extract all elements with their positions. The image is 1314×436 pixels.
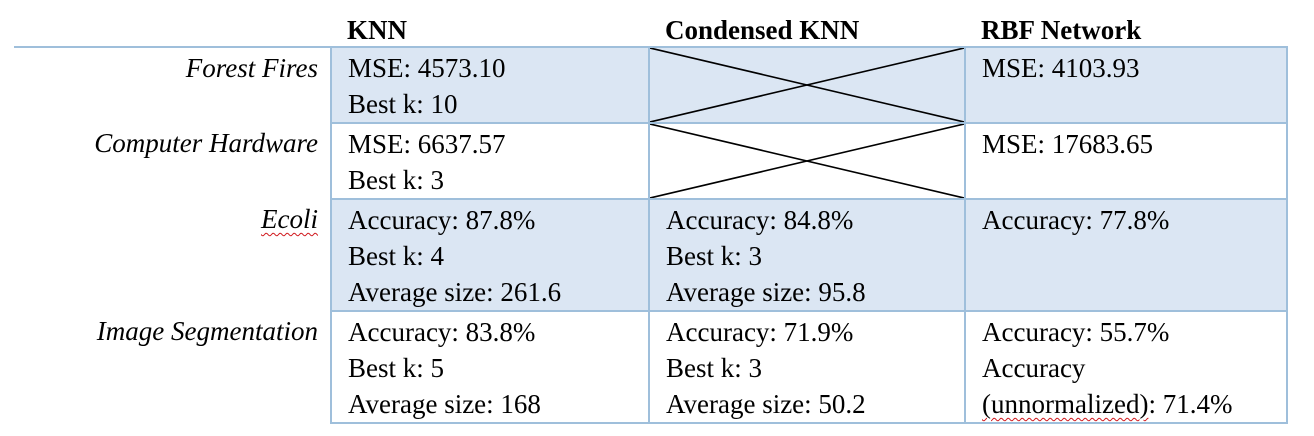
row-label-ecoli: Ecoli	[14, 199, 331, 311]
results-table: KNN Condensed KNN RBF Network Forest Fir…	[14, 12, 1288, 424]
column-header-knn: KNN	[331, 12, 649, 48]
table-row-image-segmentation: Image Segmentation Accuracy: 83.8% Best …	[14, 311, 1288, 424]
not-applicable-cross	[650, 48, 964, 122]
row-label-forest-fires: Forest Fires	[185, 53, 318, 83]
cell-line: Average size: 168	[348, 389, 541, 419]
cell-line: Accuracy: 84.8%	[666, 205, 854, 235]
cell-image-segmentation-knn: Accuracy: 83.8% Best k: 5 Average size: …	[330, 311, 649, 424]
cell-forest-fires-knn: MSE: 4573.10 Best k: 10	[330, 47, 649, 124]
cell-line: Best k: 5	[348, 353, 445, 383]
cell-line: Best k: 3	[666, 241, 763, 271]
cell-forest-fires-rbf: MSE: 4103.93	[964, 47, 1288, 124]
cell-line: Best k: 4	[348, 241, 445, 271]
not-applicable-cross	[650, 124, 964, 198]
cell-line: Accuracy: 87.8%	[348, 205, 536, 235]
table-row-forest-fires: Forest Fires MSE: 4573.10 Best k: 10 MSE…	[14, 47, 1288, 124]
column-header-condensed-knn: Condensed KNN	[649, 12, 965, 48]
cell-computer-hardware-knn: MSE: 6637.57 Best k: 3	[330, 123, 649, 200]
cell-line: (unnormalized): 71.4%	[982, 386, 1272, 422]
cell-image-segmentation-condensed-knn: Accuracy: 71.9% Best k: 3 Average size: …	[648, 311, 965, 424]
corner-header	[14, 12, 331, 48]
row-label-computer-hardware: Computer Hardware	[94, 128, 318, 158]
cell-line: MSE: 4573.10	[348, 53, 506, 83]
cell-line: Average size: 50.2	[666, 389, 866, 419]
column-header-rbf-network: RBF Network	[965, 12, 1287, 48]
results-table-container: KNN Condensed KNN RBF Network Forest Fir…	[14, 12, 1288, 424]
row-label-image-segmentation: Image Segmentation	[96, 316, 318, 346]
cell-line: Accuracy: 77.8%	[982, 205, 1170, 235]
cell-ecoli-rbf: Accuracy: 77.8%	[964, 199, 1288, 312]
cell-line-suffix: : 71.4%	[1148, 389, 1233, 419]
cell-ecoli-knn: Accuracy: 87.8% Best k: 4 Average size: …	[330, 199, 649, 312]
cell-computer-hardware-rbf: MSE: 17683.65	[964, 123, 1288, 200]
table-row-computer-hardware: Computer Hardware MSE: 6637.57 Best k: 3…	[14, 123, 1288, 200]
cell-line: Accuracy: 83.8%	[348, 317, 536, 347]
cell-forest-fires-condensed-knn-not-applicable	[648, 47, 965, 124]
cell-line: Accuracy: 55.7%	[982, 317, 1170, 347]
cell-line: Best k: 10	[348, 89, 458, 119]
cell-line: MSE: 6637.57	[348, 129, 506, 159]
cell-line: Best k: 3	[348, 165, 445, 195]
cell-line: MSE: 17683.65	[982, 129, 1154, 159]
cell-line: MSE: 4103.93	[982, 53, 1140, 83]
cell-line: Average size: 95.8	[666, 277, 866, 307]
cell-line: Accuracy	[982, 353, 1086, 383]
cell-ecoli-condensed-knn: Accuracy: 84.8% Best k: 3 Average size: …	[648, 199, 965, 312]
cell-image-segmentation-rbf: Accuracy: 55.7% Accuracy (unnormalized):…	[964, 311, 1288, 424]
cell-line: Accuracy: 71.9%	[666, 317, 854, 347]
cell-line: Average size: 261.6	[348, 277, 562, 307]
spellcheck-word: Ecoli	[261, 204, 318, 234]
spellcheck-word: (unnormalized)	[982, 389, 1149, 419]
table-row-ecoli: Ecoli Accuracy: 87.8% Best k: 4 Average …	[14, 199, 1288, 312]
cell-computer-hardware-condensed-knn-not-applicable	[648, 123, 965, 200]
header-row: KNN Condensed KNN RBF Network	[14, 12, 1287, 48]
cross-line	[650, 48, 964, 122]
cell-line: Best k: 3	[666, 353, 763, 383]
cross-line	[650, 124, 964, 198]
